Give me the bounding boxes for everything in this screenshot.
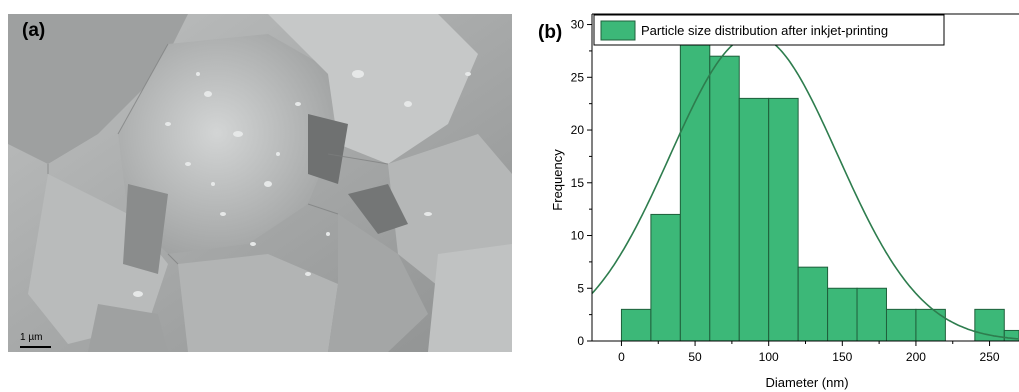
histogram-bar bbox=[679, 34, 711, 342]
histogram-bar bbox=[768, 97, 799, 342]
panel-a-label: (a) bbox=[22, 20, 46, 41]
x-tick-label: 50 bbox=[688, 350, 702, 364]
y-axis-label: Frequency bbox=[550, 149, 565, 211]
y-tick-label: 5 bbox=[577, 281, 584, 295]
x-axis-label: Diameter (nm) bbox=[765, 375, 848, 390]
x-tick-label: 0 bbox=[618, 350, 625, 364]
legend: Particle size distribution after inkjet-… bbox=[593, 14, 945, 46]
histogram-bar bbox=[885, 308, 917, 342]
sem-image-panel: (a) 1 µm bbox=[8, 14, 512, 352]
y-tick-label: 0 bbox=[577, 334, 584, 348]
y-tick-label: 10 bbox=[571, 229, 585, 243]
y-tick-label: 15 bbox=[571, 176, 585, 190]
bars-layer bbox=[620, 34, 1019, 342]
histogram-bar bbox=[650, 213, 681, 342]
sem-micrograph bbox=[8, 14, 512, 352]
scale-bar-label: 1 µm bbox=[20, 332, 43, 343]
x-ticks: 0 50 100 150 200 250 bbox=[618, 341, 1000, 364]
x-tick-label: 200 bbox=[906, 350, 926, 364]
x-tick-label: 150 bbox=[832, 350, 852, 364]
fit-curve bbox=[591, 34, 1019, 340]
histogram-bar bbox=[856, 287, 887, 342]
y-tick-label: 25 bbox=[571, 70, 585, 84]
x-tick-label: 250 bbox=[980, 350, 1000, 364]
y-tick-label: 20 bbox=[571, 123, 585, 137]
legend-box bbox=[593, 14, 945, 46]
legend-label: Particle size distribution after inkjet-… bbox=[641, 23, 888, 38]
y-tick-label: 30 bbox=[571, 18, 585, 32]
histogram-bar bbox=[797, 266, 829, 342]
histogram-bar bbox=[738, 97, 770, 342]
legend-swatch bbox=[600, 20, 636, 41]
histogram-bar bbox=[827, 287, 858, 342]
scale-bar bbox=[20, 346, 51, 348]
x-tick-label: 100 bbox=[759, 350, 779, 364]
y-ticks: 0 5 10 15 20 25 30 bbox=[571, 18, 592, 348]
histogram-bar bbox=[709, 55, 740, 342]
panel-b-label: (b) bbox=[538, 22, 562, 43]
histogram-bar bbox=[620, 308, 652, 342]
histogram-bar bbox=[915, 308, 946, 342]
